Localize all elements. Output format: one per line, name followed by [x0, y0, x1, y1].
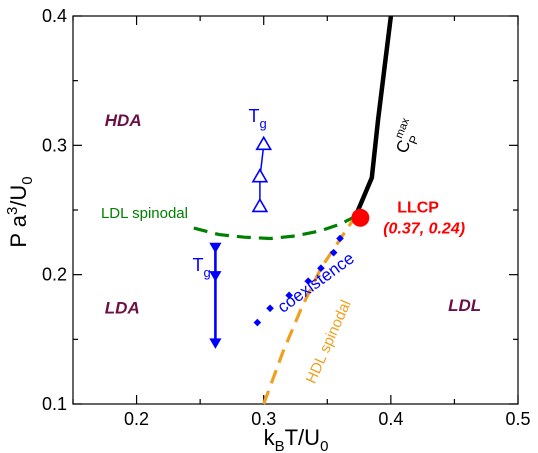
y-axis-title: P a3/U0 [4, 176, 36, 247]
annotation-hda: HDA [105, 111, 142, 130]
y-tick-label: 0.3 [42, 135, 67, 155]
tg-open-triangle [251, 197, 269, 213]
x-tick-label: 0.5 [505, 409, 530, 429]
coexistence-point [285, 291, 293, 300]
coexistence-point [253, 318, 262, 327]
annotation-ldl: LDL [448, 296, 481, 315]
y-tick-label: 0.2 [42, 265, 67, 285]
tg-open-triangle [251, 168, 269, 183]
coexistence-point [336, 234, 344, 243]
x-tick-label: 0.4 [378, 409, 403, 429]
annotation-ldl-spinodal: LDL spinodal [101, 205, 188, 222]
series-line-c-p-max [350, 15, 394, 224]
coexistence-point [329, 248, 338, 257]
series-line-ldl-spinodal [193, 215, 357, 241]
annotation-hdl-spinodal: HDL spinodal [303, 298, 355, 387]
y-tick-label: 0.1 [42, 394, 67, 414]
series-layer [193, 15, 394, 405]
llcp-point [351, 208, 370, 227]
x-axis-title: kBT/U0 [264, 425, 329, 453]
annotation-tg-top: Tg [248, 106, 266, 131]
annotation-layer: HDA LDA LDL LLCP (0.37, 0.24) LDL spinodal HDL… [101, 106, 481, 386]
x-tick-label: 0.3 [251, 409, 276, 429]
annotation-llcp-coords: (0.37, 0.24) [383, 220, 465, 237]
tg-filled-triangle [209, 271, 222, 282]
tg-open-triangle [255, 135, 273, 151]
annotation-cp-max: CPmax [388, 116, 427, 158]
tg-filled-triangle [209, 338, 222, 349]
annotation-lda: LDA [105, 298, 140, 317]
annotation-tg-bot: Tg [193, 255, 211, 280]
coexistence-point [266, 304, 274, 313]
annotation-llcp: LLCP [397, 200, 439, 217]
coexistence-point [317, 264, 325, 272]
x-tick-label: 0.2 [124, 409, 149, 429]
coexistence-point [304, 277, 313, 285]
y-tick-label: 0.4 [42, 6, 67, 26]
tg-filled-triangle [209, 242, 222, 254]
